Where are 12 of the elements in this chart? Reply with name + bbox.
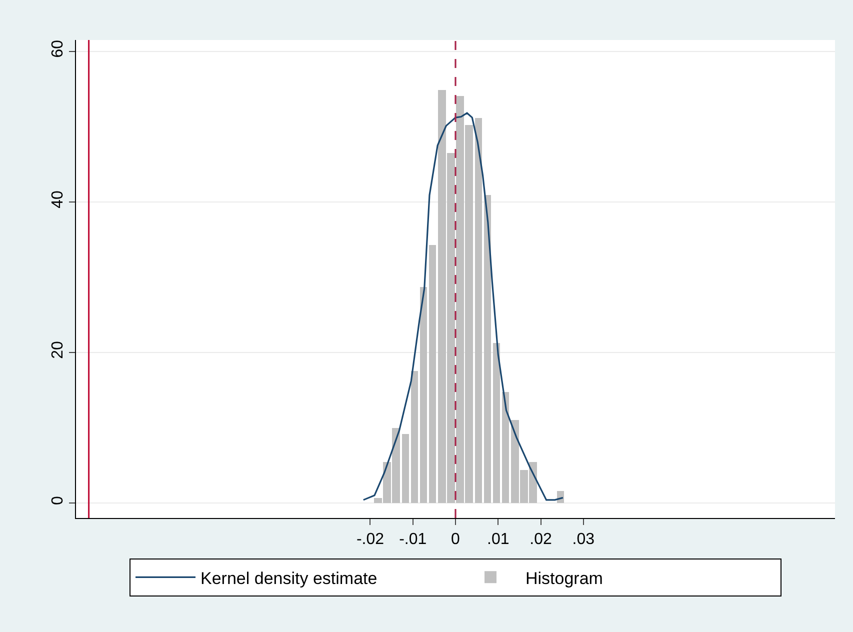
x-tick-label: .03 bbox=[572, 531, 595, 548]
y-tick-label: 40 bbox=[50, 190, 67, 208]
y-tick-label: 0 bbox=[50, 496, 67, 505]
y-tick-label: 20 bbox=[50, 340, 67, 359]
x-tick-label: 0 bbox=[451, 531, 460, 548]
x-tick-label: .01 bbox=[487, 531, 510, 548]
y-tick-label: 60 bbox=[50, 40, 67, 58]
x-tick-label: .02 bbox=[530, 531, 552, 548]
legend-label: Kernel density estimate bbox=[200, 568, 378, 588]
legend-label: Histogram bbox=[526, 568, 603, 588]
x-tick-label: -.02 bbox=[356, 531, 384, 548]
x-tick-label: -.01 bbox=[399, 531, 427, 548]
